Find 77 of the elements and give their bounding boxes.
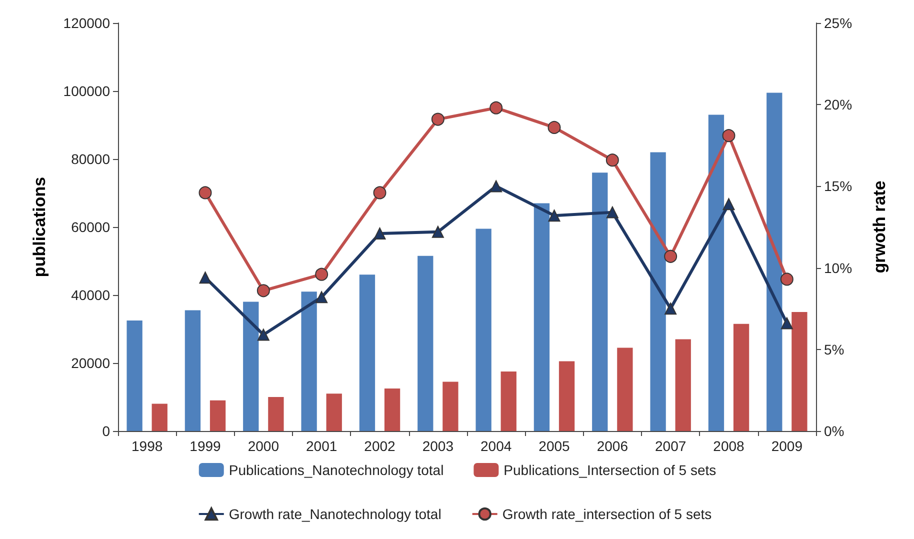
bar [210,400,226,431]
point [315,268,328,281]
y-tick-label: 100000 [63,83,110,99]
point [722,129,736,142]
x-tick-label: 2000 [248,438,280,454]
x-tick-label: 1999 [190,438,222,454]
x-tick-label: 2006 [596,438,628,454]
bar [268,397,284,431]
legend-label: Publications_Intersection of 5 sets [504,462,716,478]
y2-tick-label: 25% [824,15,852,31]
x-tick-label: 2008 [713,438,745,454]
point [431,112,444,126]
bar [766,92,782,431]
bar [733,324,750,431]
x-tick-label: 2004 [480,438,512,454]
y-tick-label: 120000 [63,15,110,31]
bar [301,292,317,431]
bar [418,256,434,431]
x-tick-label: 2002 [364,438,396,454]
point [373,186,386,200]
y2-tick-label: 15% [824,178,852,194]
y2-tick-label: 5% [824,341,844,358]
bar [359,274,376,431]
point [199,272,212,284]
point [780,272,794,286]
point [722,198,735,210]
point [548,210,560,222]
y2-tick-label: 10% [824,260,852,276]
bar [442,382,458,431]
point [548,120,561,134]
point [490,101,503,114]
point [432,226,444,238]
legend-label: Growth rate_intersection of 5 sets [502,506,712,522]
bar [708,114,724,431]
bar [534,203,550,431]
x-tick-label: 2007 [655,438,686,454]
x-tick-label: 2009 [771,438,803,454]
x-tick-label: 2005 [538,438,570,454]
point [257,328,270,341]
x-tick-label: 1998 [132,438,163,454]
bar [650,152,666,431]
bar [558,361,575,431]
bar [384,388,400,431]
point [316,291,328,304]
y2-axis-title: grwoth rate [870,180,889,274]
legend-label: Publications_Nanotechnology total [228,462,444,478]
y-tick-label: 20000 [71,355,110,371]
point [780,317,793,330]
bar [243,302,259,431]
point [664,250,678,263]
bar [617,348,633,431]
point [606,154,619,167]
bar [476,228,492,431]
point [606,206,618,218]
x-tick-label: 2003 [422,438,454,454]
y-tick-label: 60000 [71,219,110,235]
bar [500,372,516,431]
point [198,186,212,200]
y2-tick-label: 0% [824,423,844,439]
y-tick-label: 80000 [71,151,110,167]
point [490,180,502,192]
point [256,284,270,298]
bar [792,312,808,431]
bar [152,404,168,431]
legend-label: Growth rate_Nanotechnology total [228,506,442,522]
bar [592,172,608,431]
point [374,228,386,240]
bar [675,339,691,431]
bar [126,320,142,431]
y-axis-title: publications [30,176,49,278]
bar [184,310,201,431]
y2-tick-label: 20% [824,96,852,113]
point [664,302,677,315]
y-tick-label: 0 [102,423,110,439]
y-tick-label: 40000 [71,287,110,303]
bar [326,394,342,431]
x-tick-label: 2001 [306,438,338,454]
